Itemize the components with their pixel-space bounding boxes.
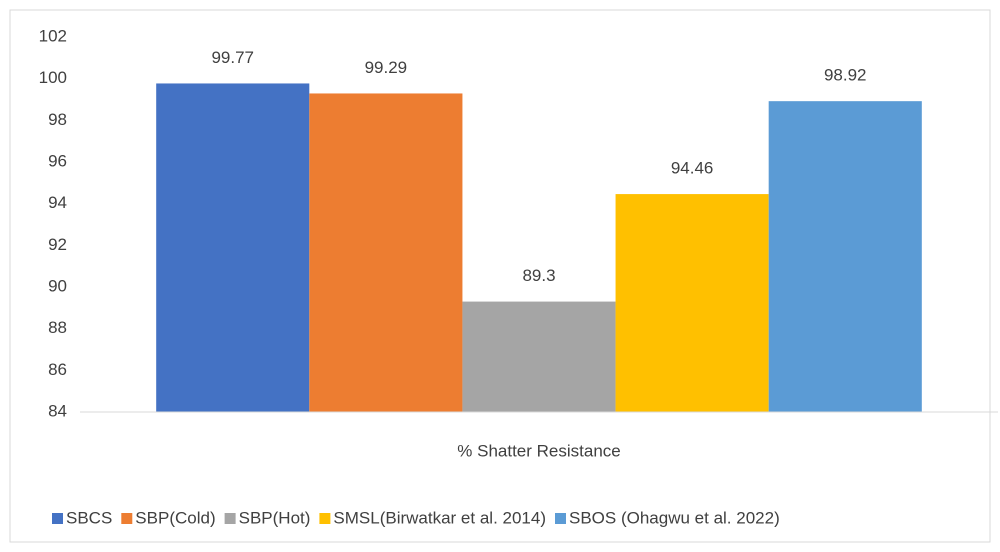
legend-label: SBCS xyxy=(66,508,112,527)
legend-label: SMSL(Birwatkar et al. 2014) xyxy=(333,508,546,527)
bar xyxy=(768,101,922,413)
legend-swatch xyxy=(121,513,133,524)
y-tick-label: 86 xyxy=(48,360,67,379)
y-tick-label: 96 xyxy=(48,151,67,170)
y-tick-label: 88 xyxy=(48,318,67,337)
y-tick-label: 84 xyxy=(48,401,67,420)
legend-label: SBOS (Ohagwu et al. 2022) xyxy=(569,508,780,527)
value-label: 99.77 xyxy=(211,48,254,67)
value-label: 89.3 xyxy=(522,266,555,285)
bar xyxy=(615,194,769,412)
bar xyxy=(309,93,463,412)
legend-swatch xyxy=(319,513,331,524)
legend-swatch xyxy=(52,513,63,524)
value-label: 99.29 xyxy=(365,58,408,77)
legend-label: SBP(Hot) xyxy=(239,508,311,527)
y-tick-label: 98 xyxy=(48,110,67,129)
y-tick-label: 94 xyxy=(48,193,67,212)
y-tick-label: 102 xyxy=(39,26,67,45)
legend-swatch xyxy=(224,513,236,524)
value-label: 94.46 xyxy=(671,159,714,178)
x-tick-label: % Shatter Resistance xyxy=(457,441,620,460)
y-tick-label: 90 xyxy=(48,276,67,295)
y-tick-label: 100 xyxy=(39,68,67,87)
bar xyxy=(156,83,310,412)
legend-swatch xyxy=(555,513,566,524)
y-tick-label: 92 xyxy=(48,235,67,254)
value-label: 98.92 xyxy=(824,66,867,85)
bar xyxy=(462,301,616,412)
legend-label: SBP(Cold) xyxy=(135,508,215,527)
